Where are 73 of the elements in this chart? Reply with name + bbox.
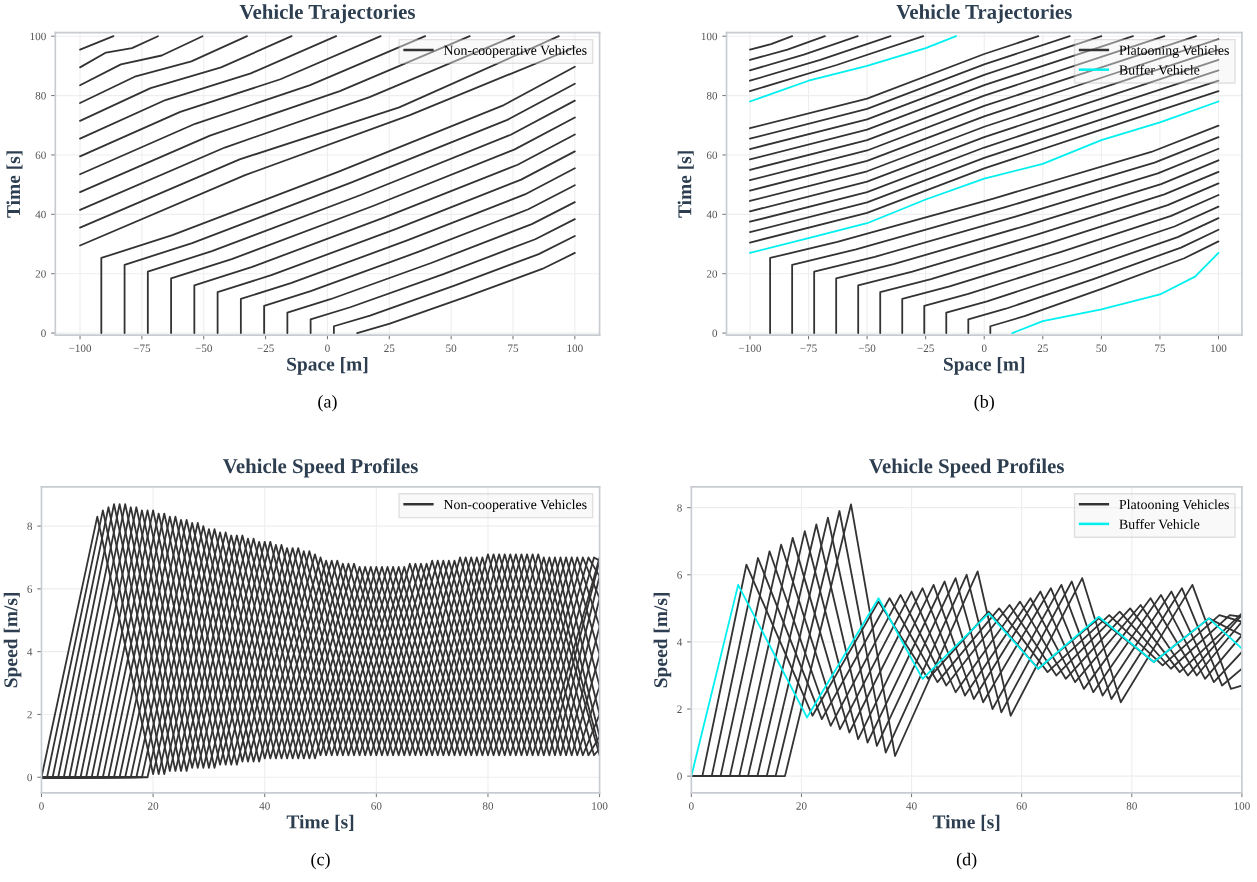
x-tick-label: 80: [1126, 802, 1137, 810]
x-tick-label: 25: [1037, 344, 1048, 353]
y-tick-label: 4: [27, 648, 33, 656]
x-tick-label: 100: [1211, 344, 1227, 353]
legend-label: Buffer Vehicle: [1119, 64, 1200, 75]
chart-title: Vehicle Trajectories: [239, 4, 415, 24]
y-tick-label: 0: [677, 772, 682, 781]
x-tick-label: 75: [1155, 344, 1166, 353]
y-tick-label: 20: [706, 270, 718, 278]
x-tick-label: 40: [259, 802, 270, 810]
y-tick-label: 80: [35, 92, 46, 100]
x-tick-label: 100: [567, 344, 583, 353]
chart-title: Vehicle Speed Profiles: [222, 458, 418, 478]
y-tick-label: 6: [677, 571, 682, 579]
x-tick-label: 100: [1234, 802, 1250, 810]
legend-label: Platooning Vehicles: [1119, 45, 1229, 58]
text: (c): [311, 852, 330, 870]
y-tick-label: 0: [27, 773, 33, 782]
y-tick-label: 60: [706, 151, 718, 159]
y-tick-label: 100: [30, 32, 46, 41]
y-axis-title: Time [s]: [6, 151, 23, 218]
y-tick-label: 60: [35, 151, 46, 159]
x-tick-label: −100: [69, 344, 92, 353]
legend-label: Buffer Vehicle: [1119, 518, 1200, 529]
x-axis-title: Space [m]: [287, 357, 368, 375]
chart-title: Vehicle Speed Profiles: [869, 458, 1064, 478]
x-tick-label: −100: [739, 344, 762, 353]
x-tick-label: 0: [689, 802, 694, 810]
y-tick-label: 4: [676, 638, 683, 646]
x-tick-label: −75: [133, 344, 151, 353]
x-tick-label: 50: [446, 344, 457, 353]
x-tick-label: 20: [796, 802, 807, 810]
text: (d): [956, 852, 977, 870]
x-tick-label: −50: [858, 344, 876, 353]
y-tick-label: 20: [35, 270, 46, 278]
x-tick-label: 50: [1096, 344, 1107, 353]
x-tick-label: −25: [917, 344, 934, 353]
text: (b): [974, 395, 994, 412]
y-tick-label: 2: [27, 710, 32, 719]
x-tick-label: 0: [325, 344, 330, 353]
x-axis-title: Time [s]: [932, 814, 1000, 831]
y-tick-label: 80: [706, 92, 718, 100]
x-tick-label: −50: [195, 344, 213, 353]
x-tick-label: 100: [592, 802, 608, 810]
legend-label: Non-cooperative Vehicles: [443, 45, 587, 58]
x-tick-label: 60: [371, 802, 382, 810]
y-axis-title: Speed [m/s]: [653, 592, 672, 688]
y-axis-title: Time [s]: [677, 151, 694, 218]
x-tick-label: 60: [1016, 802, 1027, 810]
y-tick-label: 0: [712, 329, 718, 338]
chart-title: Vehicle Trajectories: [896, 4, 1072, 24]
y-tick-label: 40: [706, 210, 718, 219]
y-axis-title: Speed [m/s]: [3, 592, 22, 688]
x-tick-label: 20: [148, 802, 159, 810]
x-tick-label: 25: [384, 344, 395, 353]
legend-label: Non-cooperative Vehicles: [443, 499, 587, 513]
text: (a): [318, 395, 337, 412]
y-tick-label: 100: [701, 32, 718, 41]
y-tick-label: 8: [677, 504, 682, 512]
y-tick-label: 8: [27, 522, 33, 531]
x-tick-label: −75: [800, 344, 817, 353]
x-tick-label: 80: [482, 802, 494, 810]
x-tick-label: 0: [981, 344, 987, 353]
y-tick-label: 2: [677, 705, 682, 713]
x-axis-title: Space [m]: [943, 357, 1025, 375]
y-tick-label: 6: [27, 585, 33, 593]
x-axis-title: Time [s]: [286, 814, 354, 831]
x-tick-label: 75: [508, 344, 519, 353]
legend-label: Platooning Vehicles: [1119, 499, 1229, 513]
y-tick-label: 0: [41, 329, 46, 338]
x-tick-label: 40: [906, 802, 917, 810]
x-tick-label: −25: [257, 344, 274, 353]
y-tick-label: 40: [35, 210, 46, 219]
